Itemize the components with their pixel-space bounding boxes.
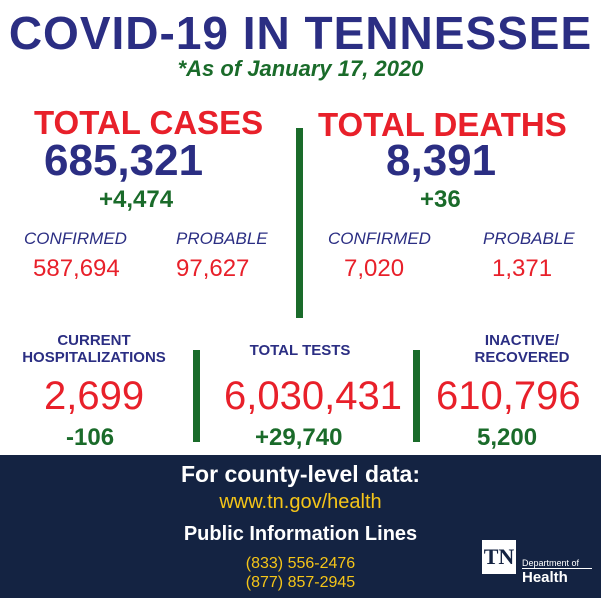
deaths-probable-label: PROBABLE xyxy=(483,229,575,248)
public-info-heading: Public Information Lines xyxy=(183,523,418,545)
inactive-recovered-label-line2: RECOVERED xyxy=(474,349,570,366)
hospitalizations-label-line2: HOSPITALIZATIONS xyxy=(22,349,166,366)
phone-number-1: (833) 556-2476 xyxy=(245,555,356,572)
phone-number-2: (877) 857-2945 xyxy=(245,574,356,591)
total-cases-label: TOTAL CASES xyxy=(34,104,264,141)
inactive-recovered-value: 610,796 xyxy=(436,374,581,418)
tn-logo-mark: TN xyxy=(480,538,518,576)
health-website-link[interactable]: www.tn.gov/health xyxy=(219,491,382,513)
center-divider xyxy=(296,128,303,318)
tn-logo-rule xyxy=(522,568,592,569)
cases-probable-value: 97,627 xyxy=(176,255,250,282)
page-title: COVID-19 IN TENNESSEE xyxy=(8,7,593,59)
total-deaths-value: 8,391 xyxy=(386,136,497,185)
cases-confirmed-value: 587,694 xyxy=(33,255,120,282)
left-divider xyxy=(193,350,200,442)
total-cases-change: +4,474 xyxy=(99,186,174,213)
tn-logo-health: Health xyxy=(522,569,568,586)
deaths-confirmed-value: 7,020 xyxy=(344,255,405,282)
cases-confirmed-label: CONFIRMED xyxy=(24,229,127,248)
right-divider xyxy=(413,350,420,442)
total-deaths-label: TOTAL DEATHS xyxy=(318,106,567,143)
total-tests-change: +29,740 xyxy=(255,424,343,451)
total-cases-value: 685,321 xyxy=(44,136,204,185)
tn-logo-dept: Department of xyxy=(522,558,580,568)
inactive-recovered-change: 5,200 xyxy=(477,424,538,451)
deaths-probable-value: 1,371 xyxy=(492,255,553,282)
inactive-recovered-label: INACTIVE/ RECOVERED xyxy=(452,332,592,366)
hospitalizations-change: -106 xyxy=(66,424,115,451)
county-data-heading: For county-level data: xyxy=(181,461,420,487)
total-tests-label: TOTAL TESTS xyxy=(249,342,351,359)
as-of-date: *As of January 17, 2020 xyxy=(177,56,424,81)
hospitalizations-label-line1: CURRENT xyxy=(57,332,131,349)
deaths-confirmed-label: CONFIRMED xyxy=(328,229,431,248)
total-tests-value: 6,030,431 xyxy=(224,374,402,418)
hospitalizations-value: 2,699 xyxy=(44,374,145,418)
total-deaths-change: +36 xyxy=(420,186,461,213)
hospitalizations-label: CURRENT HOSPITALIZATIONS xyxy=(10,332,178,366)
inactive-recovered-label-line1: INACTIVE/ xyxy=(484,332,560,349)
cases-probable-label: PROBABLE xyxy=(176,229,268,248)
